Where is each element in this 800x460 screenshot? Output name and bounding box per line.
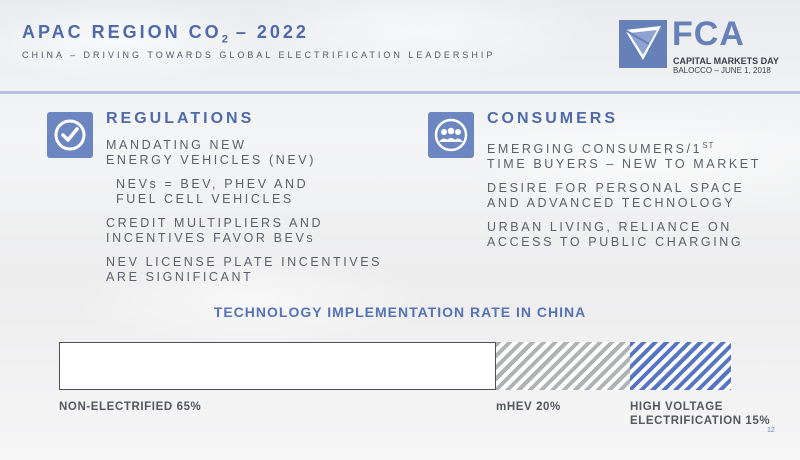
regulations-list: MANDATING NEW ENERGY VEHICLES (NEV) NEVs… xyxy=(106,138,382,294)
group-icon xyxy=(434,118,468,152)
header-divider xyxy=(0,91,800,94)
page-number: 12 xyxy=(767,427,775,434)
consumers-heading: CONSUMERS xyxy=(487,110,619,127)
fca-logo-text: FCA xyxy=(672,15,745,53)
list-item: CREDIT MULTIPLIERS AND INCENTIVES FAVOR … xyxy=(106,216,324,245)
list-item: MANDATING NEW ENERGY VEHICLES (NEV) xyxy=(106,138,316,167)
bar-segment-mhev xyxy=(496,342,630,390)
bar-label: HIGH VOLTAGE ELECTRIFICATION 15% xyxy=(630,401,771,427)
page-title: APAC REGION CO2 – 2022 xyxy=(22,22,309,46)
page-subtitle: CHINA – DRIVING TOWARDS GLOBAL ELECTRIFI… xyxy=(22,50,496,60)
bar-segment-non-electrified xyxy=(59,342,496,390)
list-item: DESIRE FOR PERSONAL SPACE AND ADVANCED T… xyxy=(487,181,745,211)
list-item: URBAN LIVING, RELIANCE ON ACCESS TO PUBL… xyxy=(487,220,744,250)
list-item: NEVs = BEV, PHEV AND FUEL CELL VEHICLES xyxy=(116,177,309,206)
logo-event-name: CAPITAL MARKETS DAY xyxy=(673,56,779,66)
stacked-bar xyxy=(59,342,731,390)
bar-label: mHEV 20% xyxy=(496,401,561,413)
fca-logo-mark-icon xyxy=(619,20,667,68)
consumers-icon-box xyxy=(428,112,474,158)
consumers-list: EMERGING CONSUMERS/1ST TIME BUYERS – NEW… xyxy=(487,138,761,259)
list-item: EMERGING CONSUMERS/1ST TIME BUYERS – NEW… xyxy=(487,141,761,172)
regulations-heading: REGULATIONS xyxy=(106,110,255,127)
bar-label: NON-ELECTRIFIED 65% xyxy=(59,401,202,413)
chart-title: TECHNOLOGY IMPLEMENTATION RATE IN CHINA xyxy=(213,304,587,320)
logo-event-date: BALOCCO – JUNE 1, 2018 xyxy=(673,66,771,75)
bar-segment-high-voltage xyxy=(630,342,731,390)
regulations-icon-box xyxy=(47,112,93,158)
list-item: NEV LICENSE PLATE INCENTIVES ARE SIGNIFI… xyxy=(106,255,383,284)
checkmark-icon xyxy=(54,119,86,151)
